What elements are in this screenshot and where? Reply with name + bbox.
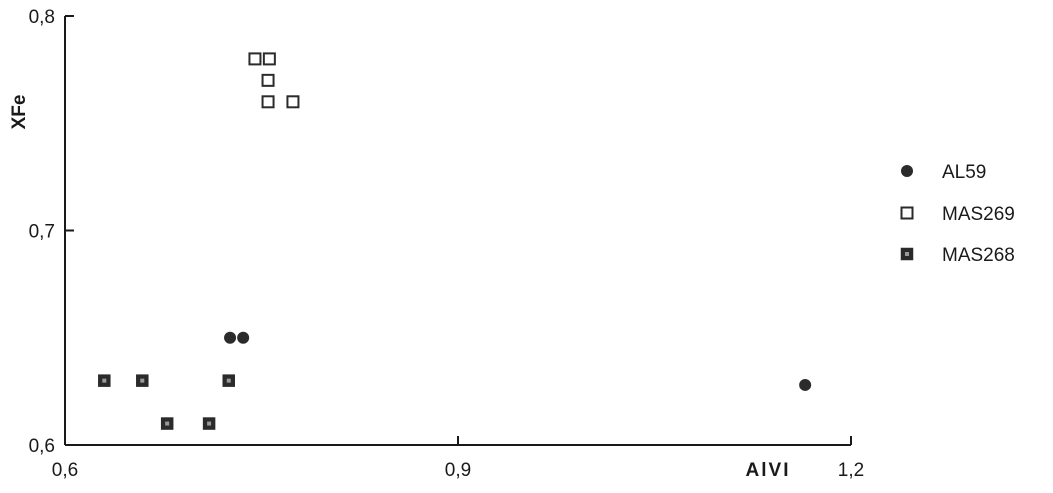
legend-label: MAS269 xyxy=(942,204,1015,225)
data-points xyxy=(98,52,812,430)
data-point xyxy=(160,417,174,430)
data-point xyxy=(202,417,216,430)
tick-labels: 0,6 0,9 1,2 0,6 0,7 0,8 xyxy=(29,7,865,481)
x-tick-label: 0,9 xyxy=(445,460,471,481)
y-axis-title: XFe xyxy=(9,95,30,130)
data-point xyxy=(224,331,237,344)
data-point xyxy=(799,378,812,391)
y-tick-label: 0,7 xyxy=(29,222,55,243)
legend-marker xyxy=(900,206,914,220)
data-point xyxy=(248,52,262,66)
data-point xyxy=(262,52,276,66)
x-tick-label: 0,6 xyxy=(52,460,78,481)
data-point xyxy=(136,374,149,387)
y-tick-label: 0,8 xyxy=(29,7,55,28)
data-point xyxy=(286,95,300,109)
x-tick-label: 1,2 xyxy=(838,460,864,481)
legend-marker xyxy=(901,165,913,177)
x-axis-title: AlVI xyxy=(746,460,791,481)
axes xyxy=(64,16,851,446)
data-point xyxy=(237,331,250,344)
legend: AL59 MAS269 MAS268 xyxy=(900,162,1015,266)
legend-label: MAS268 xyxy=(942,245,1015,266)
ticks xyxy=(64,15,852,446)
data-point xyxy=(222,374,235,387)
data-point xyxy=(98,374,111,387)
data-point xyxy=(261,73,275,87)
legend-label: AL59 xyxy=(942,162,986,183)
data-point xyxy=(261,95,275,109)
legend-marker xyxy=(900,247,914,261)
y-tick-label: 0,6 xyxy=(29,436,55,457)
